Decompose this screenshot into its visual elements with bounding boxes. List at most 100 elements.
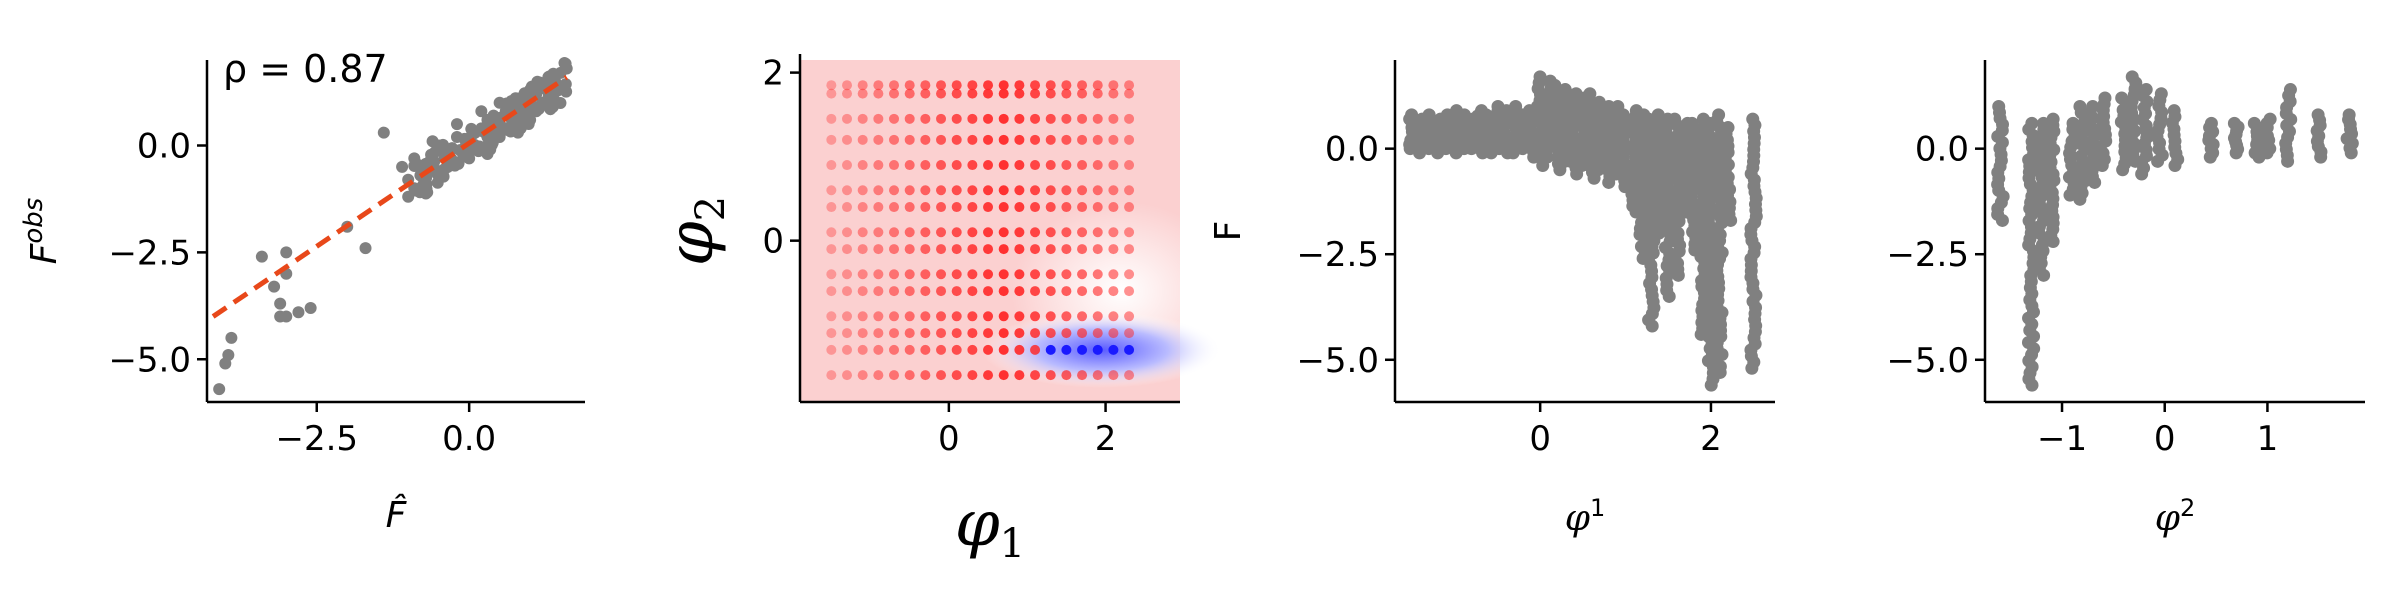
heatmap-point [936, 88, 947, 99]
heatmap-point [1092, 370, 1103, 381]
heatmap-point [857, 160, 868, 171]
heatmap-point [1030, 370, 1041, 381]
heatmap-point [1092, 80, 1103, 91]
heatmap-point [951, 311, 962, 322]
heatmap-point [998, 88, 1009, 99]
data-point [2167, 104, 2181, 118]
heatmap-point [998, 113, 1009, 124]
heatmap-point [904, 134, 915, 145]
heatmap-point [1108, 244, 1119, 255]
x-tick-label: 0 [938, 419, 960, 459]
heatmap-point [873, 80, 884, 91]
heatmap-point [904, 269, 915, 280]
heatmap-point [1108, 344, 1119, 355]
heatmap-point [889, 269, 900, 280]
heatmap-point [920, 286, 931, 297]
x-axis-label: φ1 [1565, 494, 1606, 539]
heatmap-point [936, 202, 947, 213]
heatmap-point [1092, 160, 1103, 171]
panel-predicted-vs-observed: −2.5 0.0 −5.0 −2.5 0.0 ρ = 0.87 F̂ Fobs [19, 47, 585, 536]
y-tick-label: 0.0 [137, 127, 191, 167]
heatmap-point [920, 244, 931, 255]
heatmap-point [842, 244, 853, 255]
heatmap-point [998, 160, 1009, 171]
heatmap-point [873, 311, 884, 322]
data-point [2311, 108, 2325, 122]
heatmap-point [857, 328, 868, 339]
heatmap-point [1014, 244, 1025, 255]
data-point [359, 242, 372, 255]
heatmap-point [920, 88, 931, 99]
heatmap-point [1108, 269, 1119, 280]
heatmap-point [1124, 160, 1135, 171]
data-point [485, 138, 498, 151]
heatmap-point [951, 185, 962, 196]
heatmap-point [1077, 113, 1088, 124]
heatmap-point [1124, 328, 1135, 339]
heatmap-point [1045, 328, 1056, 339]
heatmap-point [1124, 286, 1135, 297]
heatmap-point [1077, 160, 1088, 171]
heatmap-point [936, 113, 947, 124]
heatmap-point [904, 160, 915, 171]
data-point [280, 246, 293, 259]
heatmap-point [936, 269, 947, 280]
heatmap-point [983, 311, 994, 322]
heatmap-point [1124, 202, 1135, 213]
heatmap-point [857, 88, 868, 99]
heatmap-point [936, 244, 947, 255]
data-point [1533, 70, 1547, 84]
heatmap-point [1077, 344, 1088, 355]
heatmap-point [920, 80, 931, 91]
heatmap-point [967, 80, 978, 91]
heatmap-point [857, 244, 868, 255]
heatmap-point [873, 244, 884, 255]
data-point [1479, 108, 1493, 122]
heatmap-point [1077, 227, 1088, 238]
heatmap-point [1030, 286, 1041, 297]
heatmap-point [951, 202, 962, 213]
x-tick-label: 0 [1529, 419, 1551, 459]
heatmap-point [936, 80, 947, 91]
heatmap-point [826, 113, 837, 124]
heatmap-point [1030, 328, 1041, 339]
data-point [475, 105, 488, 118]
heatmap-point [889, 88, 900, 99]
data-point [377, 126, 390, 139]
heatmap-point [1030, 269, 1041, 280]
heatmap-point [1014, 370, 1025, 381]
heatmap-point [1108, 113, 1119, 124]
heatmap-point [983, 244, 994, 255]
heatmap-point [904, 311, 915, 322]
heatmap-point [1061, 227, 1072, 238]
heatmap-point [842, 344, 853, 355]
heatmap-point [998, 244, 1009, 255]
heatmap-point [873, 227, 884, 238]
heatmap-point [1045, 88, 1056, 99]
heatmap-point [983, 344, 994, 355]
heatmap-point [951, 160, 962, 171]
x-axis-label-base: φ [955, 487, 1000, 561]
heatmap-point [857, 286, 868, 297]
x-tick-label: 2 [1700, 419, 1722, 459]
heatmap-point [983, 134, 994, 145]
heatmap-point [842, 80, 853, 91]
heatmap-point [826, 134, 837, 145]
data-point [304, 301, 317, 314]
data-point [2283, 83, 2297, 97]
data-point [518, 87, 531, 100]
heatmap-point [1124, 134, 1135, 145]
heatmap-point [967, 311, 978, 322]
heatmap-point [826, 185, 837, 196]
heatmap-point [1077, 185, 1088, 196]
heatmap-point [1030, 88, 1041, 99]
heatmap-point [1124, 80, 1135, 91]
heatmap-point [1014, 185, 1025, 196]
x-tick-label: 1 [2257, 419, 2279, 459]
heatmap-point [967, 113, 978, 124]
data-point [417, 180, 430, 193]
heatmap-point [1045, 286, 1056, 297]
heatmap-point [967, 244, 978, 255]
heatmap-point [1061, 286, 1072, 297]
